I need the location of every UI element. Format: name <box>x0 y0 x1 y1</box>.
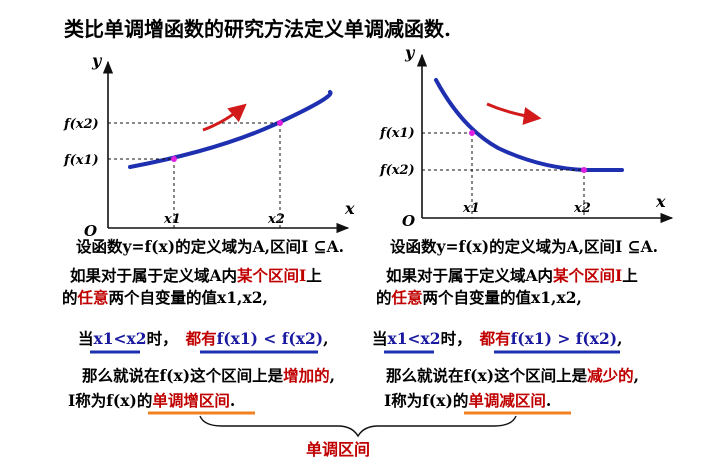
left-line-domain: 设函数y=f(x)的定义域为A,区间I ⊆A. <box>76 237 344 256</box>
right-named-prefix: I称为f(x)的 <box>384 391 468 410</box>
left-x-label: x <box>344 199 355 218</box>
left-fx1-label: f(x1) <box>63 153 99 168</box>
right-y-label: y <box>404 43 416 62</box>
left-x2-label: x2 <box>267 212 285 227</box>
right-line-then: 那么就说在f(x)这个区间上是减少的, <box>386 366 639 385</box>
right-x1-label: x1 <box>462 201 480 216</box>
left-y-label: y <box>91 51 103 70</box>
left-line-condition: 当x1<x2时， 都有f(x1) < f(x2), <box>78 329 329 348</box>
left-interval-prefix: 如果对于属于定义域A内 <box>70 266 237 285</box>
left-x1-label: x1 <box>163 212 181 227</box>
right-when: 当 <box>372 329 388 348</box>
right-interval-suffix: 上 <box>622 266 638 285</box>
left-line-interval: 如果对于属于定义域A内某个区间I上 <box>70 266 322 285</box>
left-named-highlight: 单调增区间 <box>152 391 230 410</box>
decreasing-definition: 设函数y=f(x)的定义域为A,区间I ⊆A. 如果对于属于定义域A内某个区间I… <box>372 237 658 415</box>
left-then-suffix: , <box>330 366 335 385</box>
decreasing-curve <box>434 78 624 172</box>
left-then-highlight: 增加的 <box>283 366 330 385</box>
left-when-tail: 时， <box>147 329 178 348</box>
left-line-any: 的任意两个自变量的值x1,x2, <box>62 288 268 307</box>
right-any-suffix: 两个自变量的值x1,x2, <box>423 288 582 307</box>
decreasing-direction-arrow <box>486 102 542 125</box>
left-any-suffix: 两个自变量的值x1,x2, <box>109 288 268 307</box>
right-line-named: I称为f(x)的单调减区间. <box>384 391 551 410</box>
left-named-prefix: I称为f(x)的 <box>68 391 152 410</box>
monotonic-interval-label: 单调区间 <box>306 440 370 459</box>
left-when: 当 <box>78 329 94 348</box>
left-result-tail: , <box>323 329 328 348</box>
right-any-prefix: 的 <box>376 288 392 307</box>
right-then-suffix: , <box>634 366 639 385</box>
right-then-prefix: 那么就说在f(x)这个区间上是 <box>386 366 588 385</box>
right-condition: x1<x2 <box>388 329 441 348</box>
right-when-tail: 时， <box>441 329 472 348</box>
left-inequality: f(x1) < f(x2) <box>217 329 324 348</box>
right-fx2-label: f(x2) <box>379 163 415 178</box>
right-line-domain: 设函数y=f(x)的定义域为A,区间I ⊆A. <box>390 237 658 256</box>
right-line-condition: 当x1<x2时， 都有f(x1) > f(x2), <box>372 329 623 348</box>
increasing-graph: y x O f(x2) f(x1) x1 x2 <box>63 51 355 240</box>
right-named-highlight: 单调减区间 <box>468 391 546 410</box>
left-point-2 <box>277 120 283 126</box>
right-origin: O <box>402 212 415 230</box>
left-any-prefix: 的 <box>62 288 78 307</box>
left-point-1 <box>171 156 177 162</box>
left-named-suffix: . <box>230 391 235 410</box>
left-interval-suffix: 上 <box>306 266 322 285</box>
right-point-1 <box>469 130 475 136</box>
left-origin: O <box>84 222 97 240</box>
right-interval-prefix: 如果对于属于定义域A内 <box>386 266 553 285</box>
left-any-highlight: 任意 <box>77 288 109 307</box>
right-point-2 <box>581 167 587 173</box>
right-result-tail: , <box>617 329 622 348</box>
right-x-label: x <box>655 192 666 211</box>
right-x2-label: x2 <box>573 201 591 216</box>
left-all-have: 都有 <box>185 329 217 348</box>
right-named-suffix: . <box>546 391 551 410</box>
right-fx1-label: f(x1) <box>379 126 415 141</box>
increasing-curve <box>128 90 333 169</box>
left-condition: x1<x2 <box>94 329 147 348</box>
right-then-highlight: 减少的 <box>587 366 634 385</box>
slide-title: 类比单调增函数的研究方法定义单调减函数. <box>64 17 451 41</box>
right-line-interval: 如果对于属于定义域A内某个区间I上 <box>386 266 638 285</box>
right-any-highlight: 任意 <box>391 288 423 307</box>
left-interval-highlight: 某个区间I <box>237 266 306 285</box>
left-line-named: I称为f(x)的单调增区间. <box>68 391 235 410</box>
left-fx2-label: f(x2) <box>63 117 99 132</box>
right-line-any: 的任意两个自变量的值x1,x2, <box>376 288 582 307</box>
right-inequality: f(x1) > f(x2) <box>511 329 618 348</box>
curly-brace <box>199 415 517 438</box>
increasing-definition: 设函数y=f(x)的定义域为A,区间I ⊆A. 如果对于属于定义域A内某个区间I… <box>62 237 344 415</box>
left-then-prefix: 那么就说在f(x)这个区间上是 <box>82 366 284 385</box>
right-all-have: 都有 <box>479 329 511 348</box>
right-interval-highlight: 某个区间I <box>553 266 622 285</box>
increasing-direction-arrow <box>202 103 247 132</box>
left-line-then: 那么就说在f(x)这个区间上是增加的, <box>82 366 335 385</box>
decreasing-graph: y x O f(x1) f(x2) x1 x2 <box>379 43 674 230</box>
